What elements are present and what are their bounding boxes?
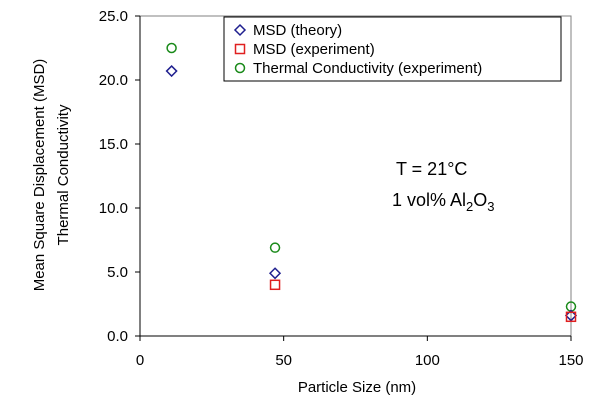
x-axis-label: Particle Size (nm) (298, 379, 416, 396)
y-tick-label: 10.0 (99, 200, 128, 217)
x-tick-label: 50 (275, 352, 292, 369)
x-tick-label: 150 (558, 352, 583, 369)
data-point-diamond (268, 267, 282, 280)
y-tick-label: 0.0 (107, 328, 128, 345)
legend-marker-square (234, 43, 246, 55)
legend-box (223, 16, 562, 82)
legend-entry-label: MSD (theory) (253, 22, 342, 39)
y-axis-label-line2: Thermal Conductivity (55, 104, 72, 245)
y-tick-label: 25.0 (99, 8, 128, 25)
x-tick-label: 100 (415, 352, 440, 369)
data-point-diamond (165, 64, 178, 78)
y-tick-label: 15.0 (99, 136, 128, 153)
concentration-annotation: 1 vol% Al2O3 (392, 190, 495, 214)
subscript: 3 (487, 199, 494, 214)
legend-entry-label: MSD (experiment) (253, 41, 375, 58)
data-point-square (269, 279, 281, 291)
y-tick-label: 20.0 (99, 72, 128, 89)
y-tick-label: 5.0 (107, 264, 128, 281)
data-point-square (565, 311, 577, 323)
data-point-circle (166, 42, 177, 54)
data-point-circle (269, 242, 281, 253)
subscript: 2 (466, 199, 473, 214)
legend: MSD (theory) MSD (experiment) Thermal Cond… (223, 16, 562, 82)
axes: 0.0 5.0 10.0 15.0 20.0 25.0 0 50 100 150 (99, 8, 584, 369)
legend-entry-label: Thermal Conductivity (experiment) (253, 60, 482, 77)
formula-text: O (473, 190, 487, 210)
legend-marker-circle (234, 62, 246, 74)
data-points (165, 42, 578, 323)
y-axis-label-line1: Mean Square Displacement (MSD) (31, 59, 48, 292)
formula-text: 1 vol% Al (392, 190, 466, 210)
x-tick-label: 0 (136, 352, 144, 369)
data-point-diamond (564, 309, 578, 322)
legend-marker-diamond (233, 23, 247, 37)
temperature-annotation: T = 21°C (396, 159, 467, 179)
